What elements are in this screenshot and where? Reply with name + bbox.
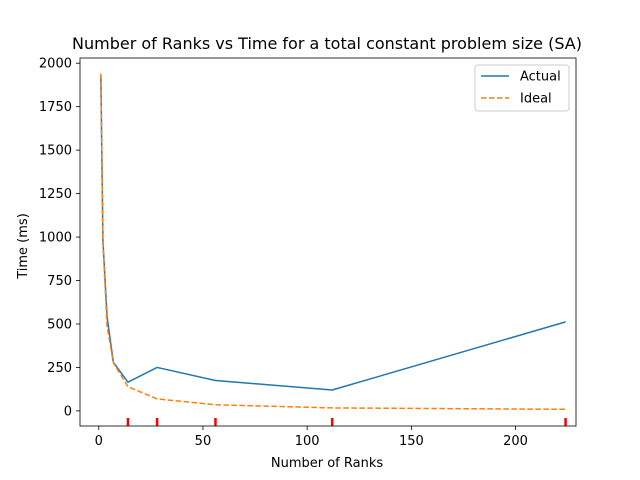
y-tick-label: 1500 (39, 144, 72, 159)
y-tick-label: 500 (47, 317, 72, 332)
series-line-ideal (100, 73, 566, 411)
y-axis-label: Time (ms) (16, 213, 31, 280)
x-axis-label: Number of Ranks (271, 456, 383, 471)
plot-area: 0 50 100 150 2000250500750100012501500175020… (39, 57, 577, 449)
y-tick-label: 1750 (39, 100, 72, 115)
x-tick-label: 50 (195, 434, 212, 449)
y-tick-label: 1000 (39, 231, 72, 246)
y-tick-label: 1250 (39, 187, 72, 202)
x-tick-label: 200 (503, 434, 528, 449)
legend-label-actual: Actual (520, 70, 561, 85)
x-tick-label: 0 (95, 434, 103, 449)
y-tick-label: 750 (47, 274, 72, 289)
chart-title: Number of Ranks vs Time for a total cons… (72, 34, 582, 53)
x-tick-label: 150 (399, 434, 424, 449)
x-tick-label: 100 (295, 434, 320, 449)
y-tick-label: 2000 (39, 57, 72, 72)
legend: Actual Ideal (474, 64, 570, 112)
legend-label-ideal: Ideal (520, 92, 552, 107)
y-tick-label: 0 (64, 404, 72, 419)
axes-frame (79, 57, 577, 427)
y-tick-label: 250 (47, 361, 72, 376)
